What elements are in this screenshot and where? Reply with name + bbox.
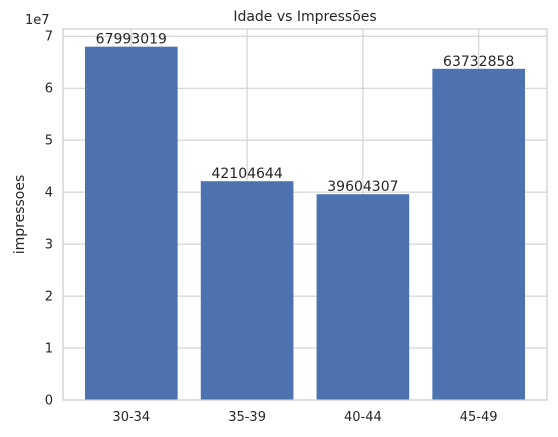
bar-value-labels: 67993019 42104644 39604307 63732858: [96, 32, 515, 196]
bar-value-label: 67993019: [96, 32, 167, 48]
plot-frame: [62, 28, 548, 401]
x-tick-label: 35-39: [228, 410, 266, 425]
bar: [432, 68, 525, 401]
y-tick-label: 5: [45, 134, 53, 149]
bar-value-label: 39604307: [327, 179, 398, 195]
x-tick-label: 30-34: [112, 410, 150, 425]
y-tick-labels: 0 1 2 3 4 5 6 7: [45, 30, 53, 409]
bars: [85, 46, 525, 401]
y-axis-offset-label: 1e7: [25, 13, 50, 28]
bar: [316, 194, 410, 400]
bar: [85, 46, 178, 401]
x-tick-label: 40-44: [344, 410, 382, 425]
y-tick-label: 6: [45, 82, 53, 97]
x-tick-label: 45-49: [460, 410, 498, 425]
bar: [200, 181, 294, 400]
y-tick-label: 4: [45, 186, 53, 201]
chart-title: Idade vs Impressões: [233, 9, 376, 25]
y-tick-label: 0: [45, 394, 53, 409]
y-tick-label: 3: [45, 238, 53, 253]
bar-value-label: 42104644: [211, 166, 282, 182]
y-axis-label: impressoes: [12, 175, 28, 255]
bar-value-label: 63732858: [443, 54, 514, 70]
y-tick-label: 1: [45, 342, 53, 357]
y-tick-label: 2: [45, 290, 53, 305]
x-tick-labels: 30-34 35-39 40-44 45-49: [112, 410, 497, 425]
y-tick-label: 7: [45, 30, 53, 45]
